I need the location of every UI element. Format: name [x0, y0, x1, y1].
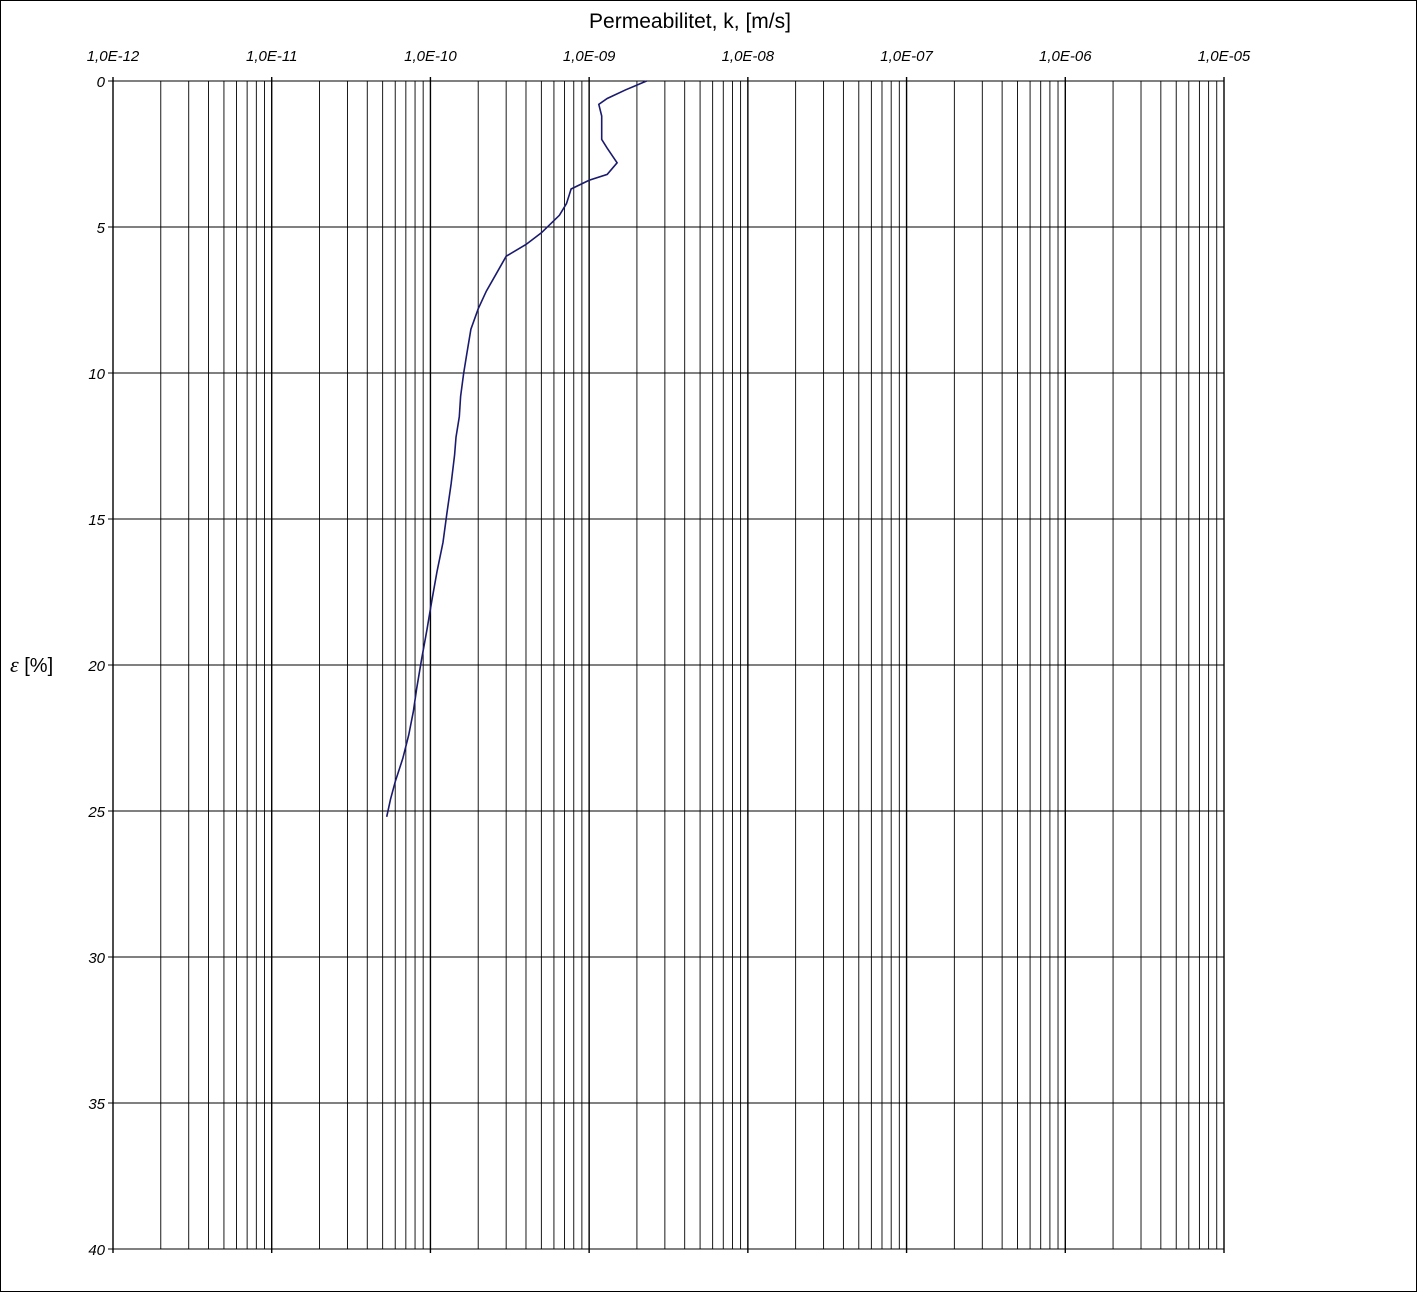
y-tick-label: 5	[97, 220, 106, 237]
x-tick-label: 1,0E-09	[563, 48, 616, 65]
x-tick-label: 1,0E-08	[722, 48, 775, 65]
y-tick-label: 10	[88, 366, 105, 383]
grid-lines	[108, 77, 1225, 1253]
x-tick-label: 1,0E-12	[87, 48, 140, 65]
permeability-curve	[385, 80, 647, 817]
y-axis-label-symbol: ε	[10, 652, 19, 677]
y-tick-label: 40	[88, 1242, 105, 1259]
x-tick-label: 1,0E-07	[880, 48, 933, 65]
y-axis-label-unit: [%]	[24, 655, 53, 677]
chart-title: Permeabilitet, k, [m/s]	[589, 10, 791, 33]
x-tick-label: 1,0E-10	[404, 48, 457, 65]
x-tick-label: 1,0E-06	[1039, 48, 1092, 65]
y-tick-label: 25	[87, 804, 105, 821]
y-tick-label: 35	[88, 1096, 105, 1113]
y-tick-label: 20	[87, 658, 105, 675]
y-tick-label: 30	[88, 950, 105, 967]
y-tick-label: 0	[97, 74, 106, 91]
x-tick-labels: 1,0E-12 1,0E-11 1,0E-10 1,0E-09 1,0E-08 1,0E-…	[87, 48, 1251, 65]
x-tick-label: 1,0E-05	[1198, 48, 1251, 65]
y-tick-labels: 0 5 10 15 20 25 30 35 40	[87, 74, 105, 1259]
y-axis-label: ε [%]	[10, 652, 53, 677]
x-tick-label: 1,0E-11	[246, 48, 297, 65]
y-tick-label: 15	[88, 512, 105, 529]
